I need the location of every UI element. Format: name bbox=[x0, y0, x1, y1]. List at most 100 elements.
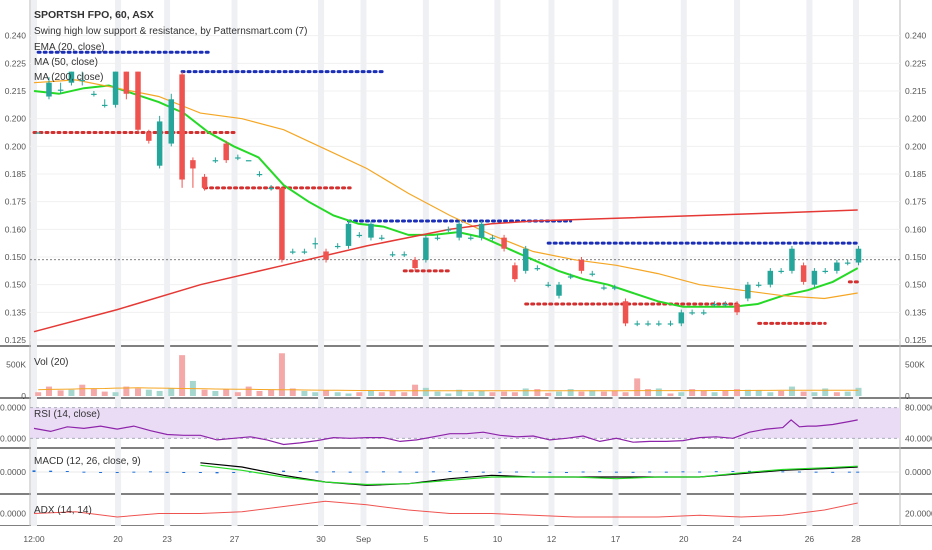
candle[interactable] bbox=[389, 251, 396, 257]
volume-bar[interactable] bbox=[123, 386, 130, 396]
candle[interactable] bbox=[767, 268, 774, 288]
candle[interactable] bbox=[522, 245, 529, 274]
rsi-pane[interactable]: 40.0000 40.0000 80.0000 80.0000 bbox=[0, 403, 932, 446]
candle[interactable] bbox=[46, 77, 52, 100]
candle[interactable] bbox=[312, 237, 318, 249]
candle[interactable] bbox=[578, 257, 585, 274]
study-label-ma50[interactable]: MA (50, close) bbox=[34, 57, 98, 68]
candle[interactable] bbox=[245, 160, 252, 162]
candle[interactable] bbox=[201, 174, 208, 191]
candle[interactable] bbox=[356, 232, 363, 238]
volume-bar[interactable] bbox=[156, 390, 163, 396]
candle[interactable] bbox=[834, 259, 840, 274]
candle[interactable] bbox=[645, 320, 651, 327]
volume-bar[interactable] bbox=[589, 390, 596, 396]
candle[interactable] bbox=[190, 157, 196, 188]
candle[interactable] bbox=[379, 234, 385, 241]
candle[interactable] bbox=[135, 71, 141, 133]
volume-bar[interactable] bbox=[179, 355, 186, 396]
volume-bar[interactable] bbox=[79, 384, 86, 396]
price-pane[interactable]: 0.125 0.125 0.135 0.135 0.150 0.150 0.150 0.150… bbox=[5, 31, 927, 345]
candle[interactable] bbox=[423, 234, 429, 263]
volume-bar[interactable] bbox=[689, 389, 696, 396]
candle[interactable] bbox=[401, 251, 407, 257]
candle[interactable] bbox=[512, 262, 518, 282]
candle[interactable] bbox=[57, 82, 64, 94]
volume-bar[interactable] bbox=[345, 393, 352, 396]
volume-bar[interactable] bbox=[467, 392, 474, 396]
volume-bar[interactable] bbox=[434, 391, 441, 396]
candle[interactable] bbox=[91, 91, 97, 97]
volume-bar[interactable] bbox=[312, 392, 319, 396]
volume-bar[interactable] bbox=[90, 388, 97, 396]
volume-bar[interactable] bbox=[378, 392, 385, 396]
volume-bar[interactable] bbox=[245, 386, 252, 396]
volume-bar[interactable] bbox=[57, 390, 64, 396]
candle[interactable] bbox=[545, 281, 551, 288]
volume-bar[interactable] bbox=[323, 390, 330, 396]
candle[interactable] bbox=[179, 71, 185, 188]
volume-bar[interactable] bbox=[334, 392, 341, 396]
volume-bar[interactable] bbox=[45, 386, 52, 396]
candle[interactable] bbox=[711, 301, 718, 307]
candle[interactable] bbox=[622, 298, 629, 327]
study-label-swing[interactable]: Swing high low support & resistance, by … bbox=[34, 26, 307, 37]
volume-bar[interactable] bbox=[68, 389, 75, 396]
macd-pane[interactable]: 0.0000 0.0000 bbox=[0, 462, 931, 486]
volume-bar[interactable] bbox=[678, 392, 685, 396]
volume-bar[interactable] bbox=[788, 386, 795, 396]
candle[interactable] bbox=[368, 221, 374, 241]
candle[interactable] bbox=[667, 320, 674, 327]
candle[interactable] bbox=[112, 71, 119, 108]
volume-bar[interactable] bbox=[755, 390, 762, 396]
volume-bar[interactable] bbox=[722, 390, 729, 396]
candle[interactable] bbox=[156, 115, 163, 169]
candle[interactable] bbox=[456, 221, 462, 241]
candle[interactable] bbox=[534, 265, 541, 271]
candle[interactable] bbox=[212, 157, 219, 163]
candle[interactable] bbox=[445, 226, 452, 233]
volume-bar[interactable] bbox=[833, 392, 840, 396]
volume-bar[interactable] bbox=[445, 393, 452, 396]
volume-bar[interactable] bbox=[545, 392, 552, 396]
candle[interactable] bbox=[68, 71, 75, 86]
volume-bar[interactable] bbox=[744, 389, 751, 396]
candle[interactable] bbox=[434, 234, 441, 241]
volume-bar[interactable] bbox=[734, 389, 741, 396]
candle[interactable] bbox=[468, 234, 474, 241]
volume-bar[interactable] bbox=[212, 390, 219, 396]
volume-bar[interactable] bbox=[489, 392, 496, 396]
volume-bar[interactable] bbox=[35, 392, 42, 396]
candle[interactable] bbox=[301, 248, 308, 255]
volume-bar[interactable] bbox=[711, 392, 718, 396]
candle[interactable] bbox=[478, 221, 485, 241]
candle[interactable] bbox=[811, 268, 818, 288]
volume-bar[interactable] bbox=[356, 392, 363, 396]
adx-pane-label[interactable]: ADX (14, 14) bbox=[34, 505, 92, 516]
volume-bar[interactable] bbox=[534, 389, 541, 396]
time-axis[interactable]: 12:00 20 23 27 30 Sep 5 10 12 17 20 24 26 28 bbox=[0, 526, 932, 550]
volume-bar[interactable] bbox=[223, 389, 230, 396]
candle[interactable] bbox=[556, 281, 562, 299]
candle[interactable] bbox=[345, 221, 352, 249]
candle[interactable] bbox=[701, 309, 707, 316]
candle[interactable] bbox=[844, 259, 851, 266]
volume-bar[interactable] bbox=[522, 388, 529, 396]
candle[interactable] bbox=[800, 262, 807, 285]
volume-bar[interactable] bbox=[101, 391, 108, 396]
candle[interactable] bbox=[601, 284, 607, 291]
candle[interactable] bbox=[290, 248, 296, 255]
volume-bar[interactable] bbox=[634, 378, 641, 396]
candle[interactable] bbox=[323, 248, 329, 263]
volume-bar[interactable] bbox=[811, 392, 818, 396]
candle[interactable] bbox=[656, 320, 662, 327]
candle[interactable] bbox=[589, 270, 596, 277]
volume-bar[interactable] bbox=[567, 389, 574, 396]
study-label-ema[interactable]: EMA (20, close) bbox=[34, 42, 105, 53]
volume-bar[interactable] bbox=[700, 390, 707, 396]
candle[interactable] bbox=[412, 257, 418, 271]
candle[interactable] bbox=[168, 93, 175, 147]
volume-bar[interactable] bbox=[767, 392, 774, 396]
candle[interactable] bbox=[789, 245, 795, 274]
